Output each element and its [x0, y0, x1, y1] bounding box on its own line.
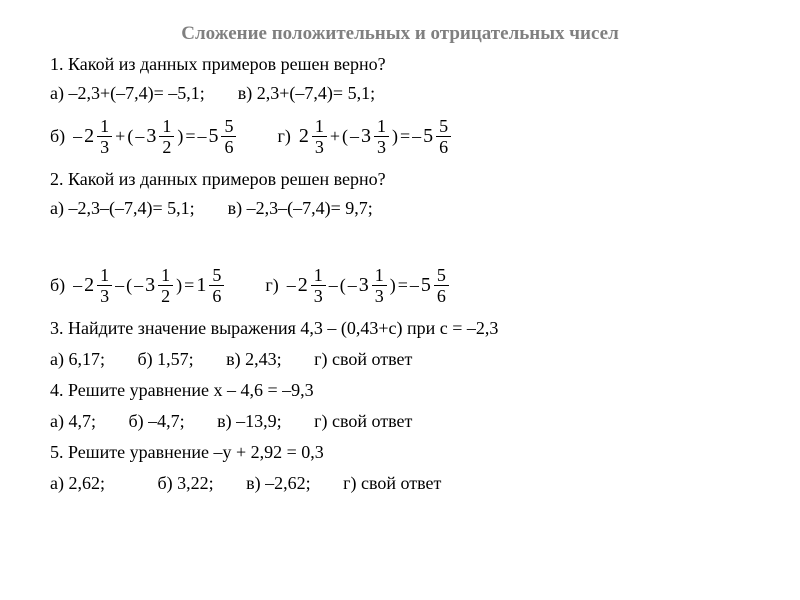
- q4-opt-v: в) –13,9;: [217, 408, 282, 435]
- q2-row-av: а) –2,3–(–7,4)= 5,1; в) –2,3–(–7,4)= 9,7…: [50, 195, 750, 222]
- q2-text: 2. Какой из данных примеров решен верно?: [50, 166, 750, 193]
- q2-g-expr: – 213 – (– 313 ) = – 556: [287, 266, 450, 305]
- q1-opt-a: а) –2,3+(–7,4)= –5,1;: [50, 83, 205, 103]
- q4-opt-b: б) –4,7;: [128, 408, 184, 435]
- q3-opt-b: б) 1,57;: [137, 346, 193, 373]
- q3-answers: а) 6,17; б) 1,57; в) 2,43; г) свой ответ: [50, 346, 750, 373]
- q3-opt-g: г) свой ответ: [314, 346, 412, 373]
- q2-b-label: б): [50, 272, 65, 299]
- q4-answers: а) 4,7; б) –4,7; в) –13,9; г) свой ответ: [50, 408, 750, 435]
- q3-opt-a: а) 6,17;: [50, 346, 105, 373]
- q4-text: 4. Решите уравнение х – 4,6 = –9,3: [50, 377, 750, 404]
- q1-b-expr: – 213 + (– 312 ) = – 556: [73, 117, 237, 156]
- q2-b-expr: – 213 – (– 312 ) = 156: [73, 266, 225, 305]
- q5-opt-b: б) 3,22;: [157, 470, 213, 497]
- page-title: Сложение положительных и отрицательных ч…: [50, 20, 750, 49]
- q2-g-label: г): [265, 272, 278, 299]
- q5-opt-g: г) свой ответ: [343, 470, 441, 497]
- q1-b-label: б): [50, 123, 65, 150]
- q3-opt-v: в) 2,43;: [226, 346, 282, 373]
- q5-text: 5. Решите уравнение –у + 2,92 = 0,3: [50, 439, 750, 466]
- q2-row-bg: б) – 213 – (– 312 ) = 156 г) – 213 – (– …: [50, 266, 750, 305]
- q1-row-bg: б) – 213 + (– 312 ) = – 556 г) 213 + (– …: [50, 117, 750, 156]
- q5-opt-a: а) 2,62;: [50, 470, 105, 497]
- q1-opt-v: в) 2,3+(–7,4)= 5,1;: [238, 83, 375, 103]
- q3-text: 3. Найдите значение выражения 4,3 – (0,4…: [50, 315, 750, 342]
- q2-opt-v: в) –2,3–(–7,4)= 9,7;: [228, 198, 373, 218]
- q4-opt-g: г) свой ответ: [314, 408, 412, 435]
- q5-answers: а) 2,62; б) 3,22; в) –2,62; г) свой отве…: [50, 470, 750, 497]
- q1-g-expr: 213 + (– 313 ) = – 556: [299, 117, 452, 156]
- q1-text: 1. Какой из данных примеров решен верно?: [50, 51, 750, 78]
- q1-row-av: а) –2,3+(–7,4)= –5,1; в) 2,3+(–7,4)= 5,1…: [50, 80, 750, 107]
- q5-opt-v: в) –2,62;: [246, 470, 311, 497]
- q2-opt-a: а) –2,3–(–7,4)= 5,1;: [50, 198, 195, 218]
- q4-opt-a: а) 4,7;: [50, 408, 96, 435]
- q1-g-label: г): [277, 123, 290, 150]
